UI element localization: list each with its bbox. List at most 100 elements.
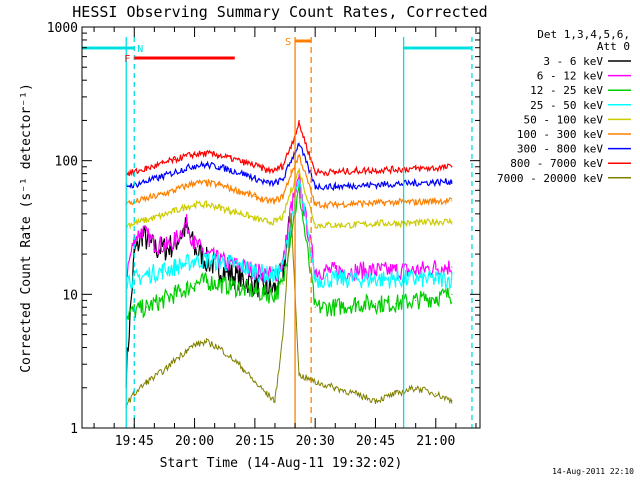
data-point xyxy=(266,221,268,223)
data-point xyxy=(451,200,453,202)
data-point xyxy=(290,213,292,215)
data-point xyxy=(145,168,147,170)
data-point xyxy=(242,213,244,215)
data-point xyxy=(394,201,397,203)
data-point xyxy=(145,180,147,182)
footer-timestamp: 14-Aug-2011 22:10 xyxy=(552,467,634,476)
data-point xyxy=(298,142,300,144)
data-point xyxy=(298,154,300,156)
data-point xyxy=(145,274,147,276)
data-point xyxy=(218,261,220,263)
data-point xyxy=(242,191,244,193)
data-point xyxy=(185,185,188,187)
data-point xyxy=(230,169,232,171)
data-point xyxy=(290,160,292,162)
data-point xyxy=(314,270,316,272)
data-point xyxy=(298,122,300,125)
data-point xyxy=(254,177,256,179)
data-point xyxy=(415,222,417,224)
data-point xyxy=(435,167,437,169)
series-3 xyxy=(125,179,453,291)
legend: Det 1,3,4,5,6,Att 0 3 - 6 keV 6 - 12 keV12… xyxy=(497,28,631,185)
data-point xyxy=(173,210,176,212)
data-point xyxy=(334,185,336,188)
data-point xyxy=(153,242,155,245)
data-point xyxy=(314,203,316,206)
data-point xyxy=(394,393,397,395)
data-point xyxy=(218,184,220,186)
data-point xyxy=(415,278,417,280)
data-point xyxy=(185,206,188,208)
data-point xyxy=(435,393,437,395)
data-point xyxy=(206,164,208,166)
data-point xyxy=(206,280,208,282)
legend-entry-label: 100 - 300 keV xyxy=(517,128,603,141)
data-point xyxy=(145,381,147,383)
data-point xyxy=(334,224,336,226)
data-point xyxy=(206,341,208,343)
data-point xyxy=(451,221,453,223)
data-point xyxy=(145,198,147,200)
data-point xyxy=(185,167,188,169)
data-point xyxy=(193,153,196,155)
data-point xyxy=(173,189,176,191)
data-point xyxy=(435,200,437,202)
data-point xyxy=(145,306,147,308)
x-tick-label: 20:30 xyxy=(296,434,335,449)
data-point xyxy=(141,229,143,232)
data-point xyxy=(145,219,147,221)
data-point xyxy=(354,170,356,172)
data-point xyxy=(354,393,356,395)
data-point xyxy=(230,262,232,265)
chart-title: HESSI Observing Summary Count Rates, Cor… xyxy=(72,3,487,21)
data-point xyxy=(206,259,208,261)
data-point xyxy=(451,278,453,280)
data-point xyxy=(451,400,453,402)
data-point xyxy=(374,222,377,224)
data-point xyxy=(394,303,397,305)
flag-f: F xyxy=(124,54,235,65)
data-point xyxy=(133,393,135,395)
data-point xyxy=(451,293,453,295)
data-point xyxy=(193,283,196,285)
legend-entry-label: 6 - 12 keV xyxy=(537,70,604,83)
data-point xyxy=(282,270,284,272)
data-point xyxy=(274,182,276,184)
data-point xyxy=(266,200,268,202)
data-point xyxy=(451,166,453,168)
data-point xyxy=(334,387,336,389)
series-line xyxy=(125,142,453,192)
data-point xyxy=(173,359,176,362)
data-point xyxy=(185,155,188,157)
x-tick-label: 20:00 xyxy=(175,434,214,449)
data-point xyxy=(185,288,188,290)
data-point xyxy=(282,333,284,336)
data-point xyxy=(161,270,164,272)
y-tick-label: 1000 xyxy=(47,21,78,36)
data-point xyxy=(161,163,164,165)
data-point xyxy=(266,288,268,290)
data-point xyxy=(254,217,256,219)
data-point xyxy=(354,185,356,187)
data-point xyxy=(230,157,232,159)
legend-entry-label: 7000 - 20000 keV xyxy=(497,172,603,185)
data-point xyxy=(394,183,397,185)
data-point xyxy=(354,202,356,204)
data-point xyxy=(314,381,316,383)
data-point xyxy=(274,288,276,290)
data-point xyxy=(153,376,155,378)
series-line xyxy=(126,120,453,177)
data-point xyxy=(298,180,300,182)
data-point xyxy=(298,189,300,191)
data-point xyxy=(173,240,176,242)
data-point xyxy=(165,367,168,369)
legend-header: Att 0 xyxy=(597,40,630,53)
data-point xyxy=(185,349,188,352)
data-point xyxy=(415,270,417,272)
data-point xyxy=(298,169,300,171)
data-point xyxy=(173,293,176,295)
data-point xyxy=(415,168,417,170)
data-point xyxy=(274,221,276,223)
data-point xyxy=(185,262,188,265)
legend-entry-label: 25 - 50 keV xyxy=(530,99,603,112)
